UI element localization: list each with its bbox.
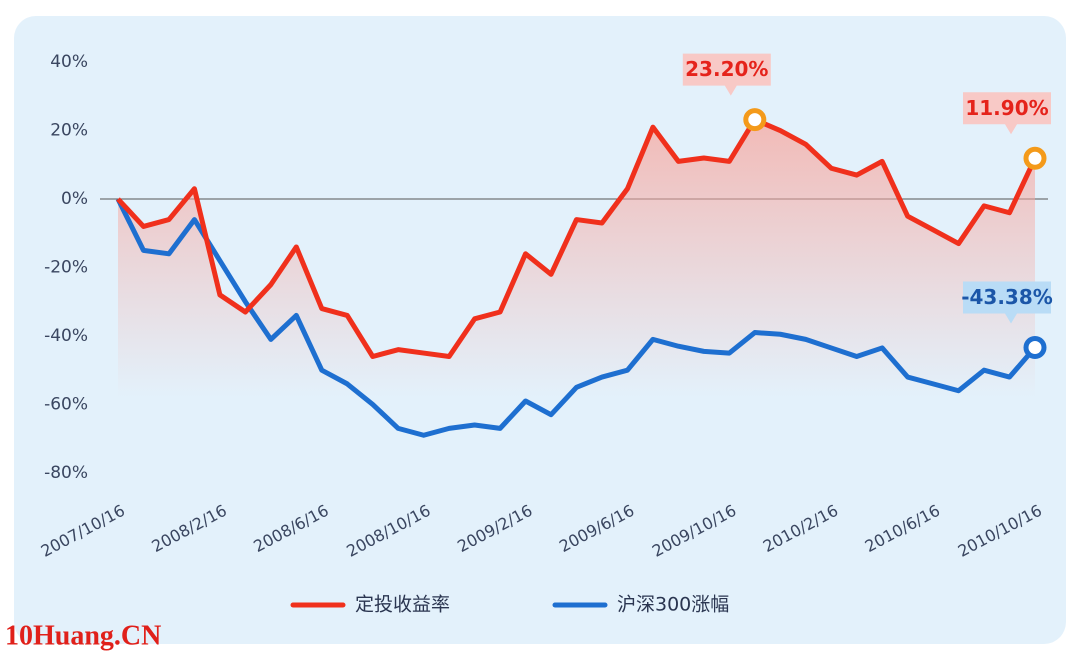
data-label: 11.90% [965,96,1048,120]
label-box [682,53,771,96]
watermark: 10Huang.CN [5,620,161,651]
point-marker [743,108,767,132]
series-line [116,117,1038,359]
legend-label: 沪深300涨幅 [617,594,729,616]
data-label: 23.20% [685,57,768,81]
y-tick-label: -80% [44,463,88,483]
label-box [963,281,1051,324]
data-label: -43.38% [961,285,1053,309]
area [118,119,1035,398]
y-tick-label: -20% [44,258,88,278]
y-tick-label: -60% [44,394,88,414]
label-box [963,92,1051,135]
y-tick-label: 20% [50,121,88,141]
series-line [115,197,1037,438]
legend-label: 定投收益率 [355,594,450,616]
y-tick-label: 40% [50,52,88,72]
point-marker [1023,336,1047,360]
point-marker [1023,146,1047,170]
y-tick-label: 0% [61,189,88,209]
y-tick-label: -40% [44,326,88,346]
